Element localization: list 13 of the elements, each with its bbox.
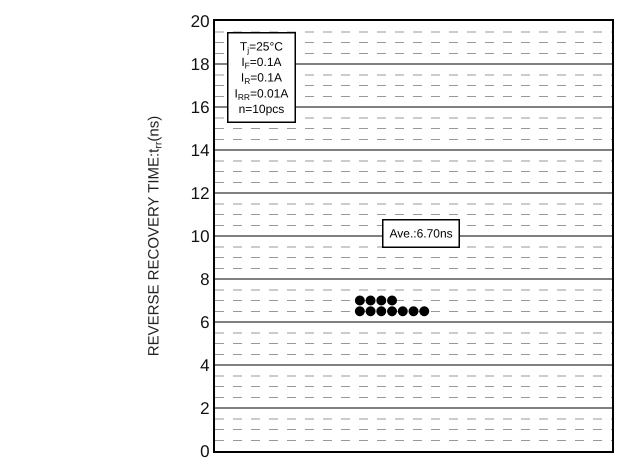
y-tick-label: 6: [200, 312, 210, 332]
y-tick-label: 0: [200, 442, 210, 461]
annotation: Ave.:6.70ns: [390, 226, 453, 240]
y-tick-label: 12: [190, 184, 210, 203]
y-tick-label: 10: [190, 226, 210, 246]
y-tick-label: 18: [190, 54, 210, 74]
y-tick-label: 16: [190, 98, 210, 117]
y-tick-label: 14: [190, 140, 210, 160]
y-tick-label: 20: [190, 12, 210, 31]
y-tick-label: 2: [200, 398, 210, 418]
y-tick-label: 4: [200, 356, 210, 375]
y-tick-label: 8: [200, 270, 210, 289]
text: T$_{j}$=25°C I$_{F}$=0.1A I$_{R}$=0.1A I$_{RR}$=0.01A n=10pcs: [234, 40, 288, 116]
